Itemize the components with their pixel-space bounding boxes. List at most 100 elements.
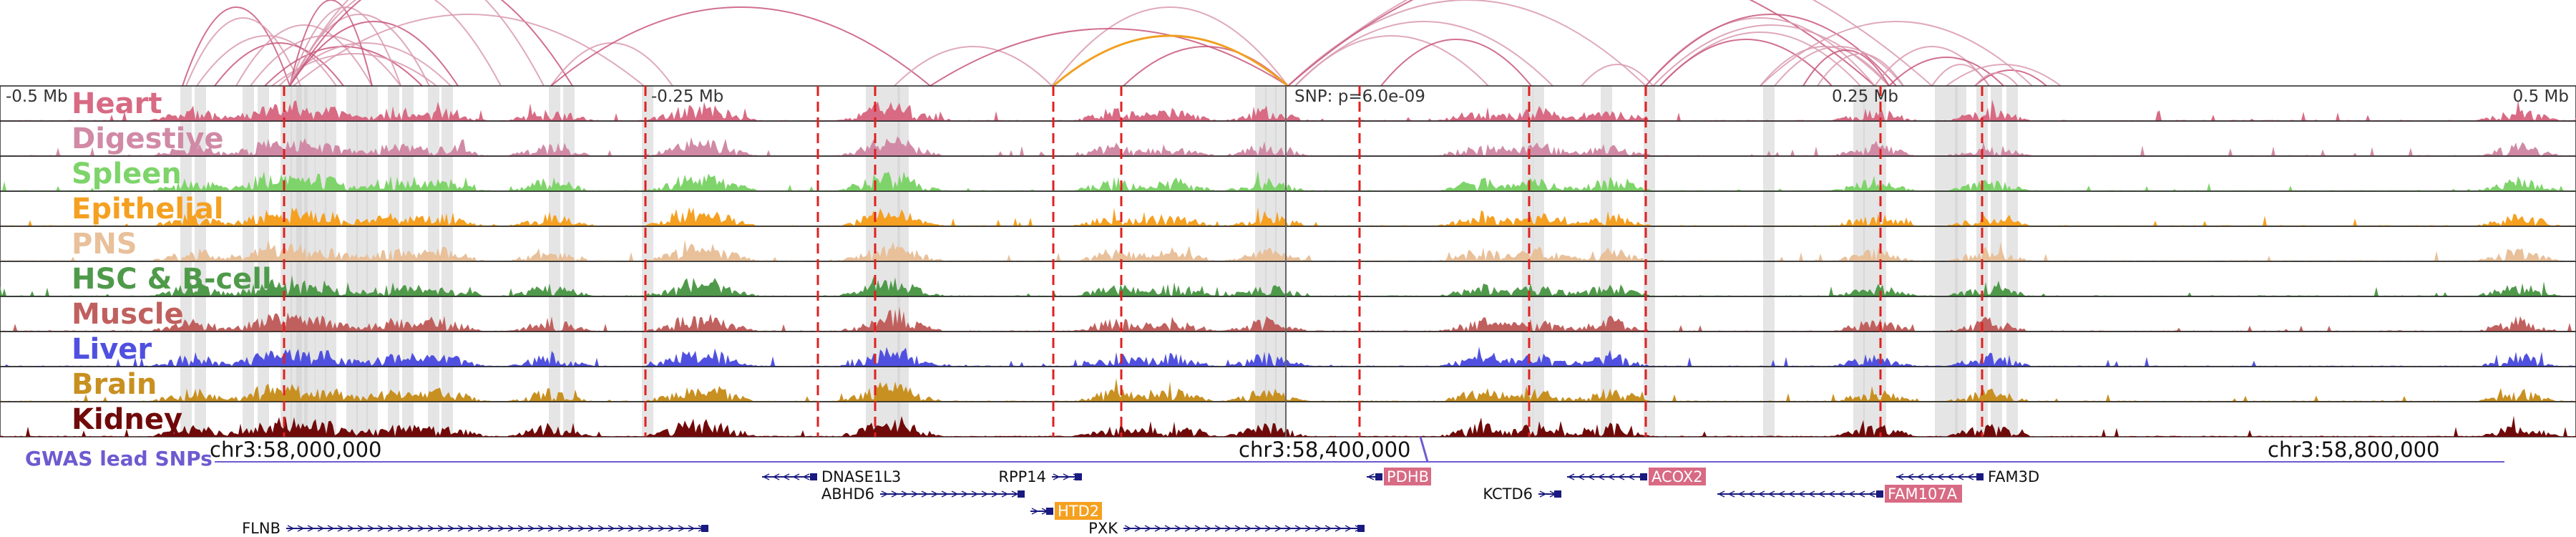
chromosome-tick-label: chr3:58,800,000 [2268,437,2440,462]
loop-arc [894,46,1053,87]
strand-arrow [1828,490,1835,498]
strand-arrow [1848,490,1855,498]
chromosome-tick-label: chr3:58,000,000 [210,437,382,462]
gene-highlight-box [1055,502,1102,520]
loop-arc [1874,46,1990,87]
track-pns [0,226,2576,262]
gene-exon [810,473,817,480]
loop-arc [1380,39,1532,87]
strand-arrow [911,490,919,498]
strand-arrow [367,525,375,532]
loop-arc [289,0,502,87]
strand-arrow [1577,473,1585,480]
loop-arc [289,0,545,87]
strand-arrow [1345,525,1352,532]
strand-arrow [1184,525,1192,532]
strand-arrow [1154,525,1162,532]
strand-arrow [802,473,810,480]
strand-arrow [547,525,555,532]
strand-arrow [407,525,415,532]
strand-arrow [587,525,595,532]
strand-arrow [881,490,889,498]
strand-arrow [1966,473,1974,480]
strand-arrow [1807,490,1815,498]
accessibility-tracks [0,85,2576,437]
track-signal [0,136,2576,156]
gene-label: FAM3D [1988,468,2039,485]
strand-arrow [1314,525,1322,532]
strand-arrow [1274,525,1282,532]
track-label-liver: Liver [72,333,152,366]
strand-arrow [477,525,485,532]
loop-arc [1287,0,1933,87]
gene-fam107a: FAM107A [1717,485,1962,503]
strand-arrow [1304,525,1312,532]
track-brain [0,366,2576,402]
strand-arrow [1757,490,1765,498]
strand-arrow [762,473,770,480]
strand-arrow [1717,490,1725,498]
strand-arrow [1244,525,1252,532]
strand-arrow [668,525,675,532]
gene-exon [1046,508,1053,515]
loop-arc [550,6,931,87]
gene-exon [1554,490,1561,498]
track-label-muscle: Muscle [72,298,184,331]
position-tick-label: -0.25 Mb [651,87,723,106]
loop-arc [1659,39,1833,87]
strand-arrow [1335,525,1342,532]
track-heart [0,85,2576,122]
strand-arrow [1916,473,1924,480]
loop-arc [1760,21,2033,87]
strand-arrow [981,490,989,498]
snp-pvalue-label: SNP: p=6.0e-09 [1294,87,1425,106]
strand-arrow [1896,473,1904,480]
gene-label: PXK [1088,520,1118,537]
track-label-spleen: Spleen [72,158,182,190]
gene-highlight-box [1885,485,1962,503]
strand-arrow [628,525,635,532]
gene-label: PDHB [1387,468,1429,485]
strand-arrow [557,525,565,532]
strand-arrow [1284,525,1292,532]
strand-arrow [608,525,615,532]
strand-arrow [507,525,515,532]
track-label-hsc-b-cell: HSC & B-cell [72,263,272,296]
loop-arc [1817,53,1904,87]
strand-arrow [517,525,525,532]
strand-arrow [891,490,899,498]
strand-arrow [377,525,385,532]
strand-arrow [678,525,686,532]
strand-arrow [1858,490,1865,498]
strand-arrow [347,525,355,532]
loop-arc [1974,72,2019,87]
strand-arrow [658,525,665,532]
strand-arrow [961,490,969,498]
track-kidney [0,401,2576,437]
chromatin-loop-arcs [182,0,2062,87]
strand-arrow [638,525,645,532]
strand-arrow [688,525,696,532]
strand-arrow [1936,473,1944,480]
gene-label: DNASE1L3 [821,468,901,485]
gene-flnb: FLNB [242,520,708,537]
gene-label: RPP14 [998,468,1046,485]
chromosome-axis: chr3:58,000,000 chr3:58,400,000 chr3:58,… [210,437,2440,462]
loop-arc [289,6,401,87]
gene-exon [1357,525,1365,532]
loop-arc [1652,24,1890,87]
strand-arrow [1777,490,1785,498]
strand-arrow [1539,490,1547,498]
loop-arc [196,35,337,87]
strand-arrow [487,525,495,532]
strand-arrow [1617,473,1625,480]
strand-arrow [457,525,465,532]
gwas-track-label: GWAS lead SNPs [25,447,213,470]
strand-arrow [782,473,790,480]
snp-marker-lines [283,86,1984,437]
strand-arrow [1164,525,1172,532]
strand-arrow [1597,473,1605,480]
strand-arrow [1747,490,1755,498]
strand-arrow [437,525,445,532]
track-label-pns: PNS [72,228,137,261]
